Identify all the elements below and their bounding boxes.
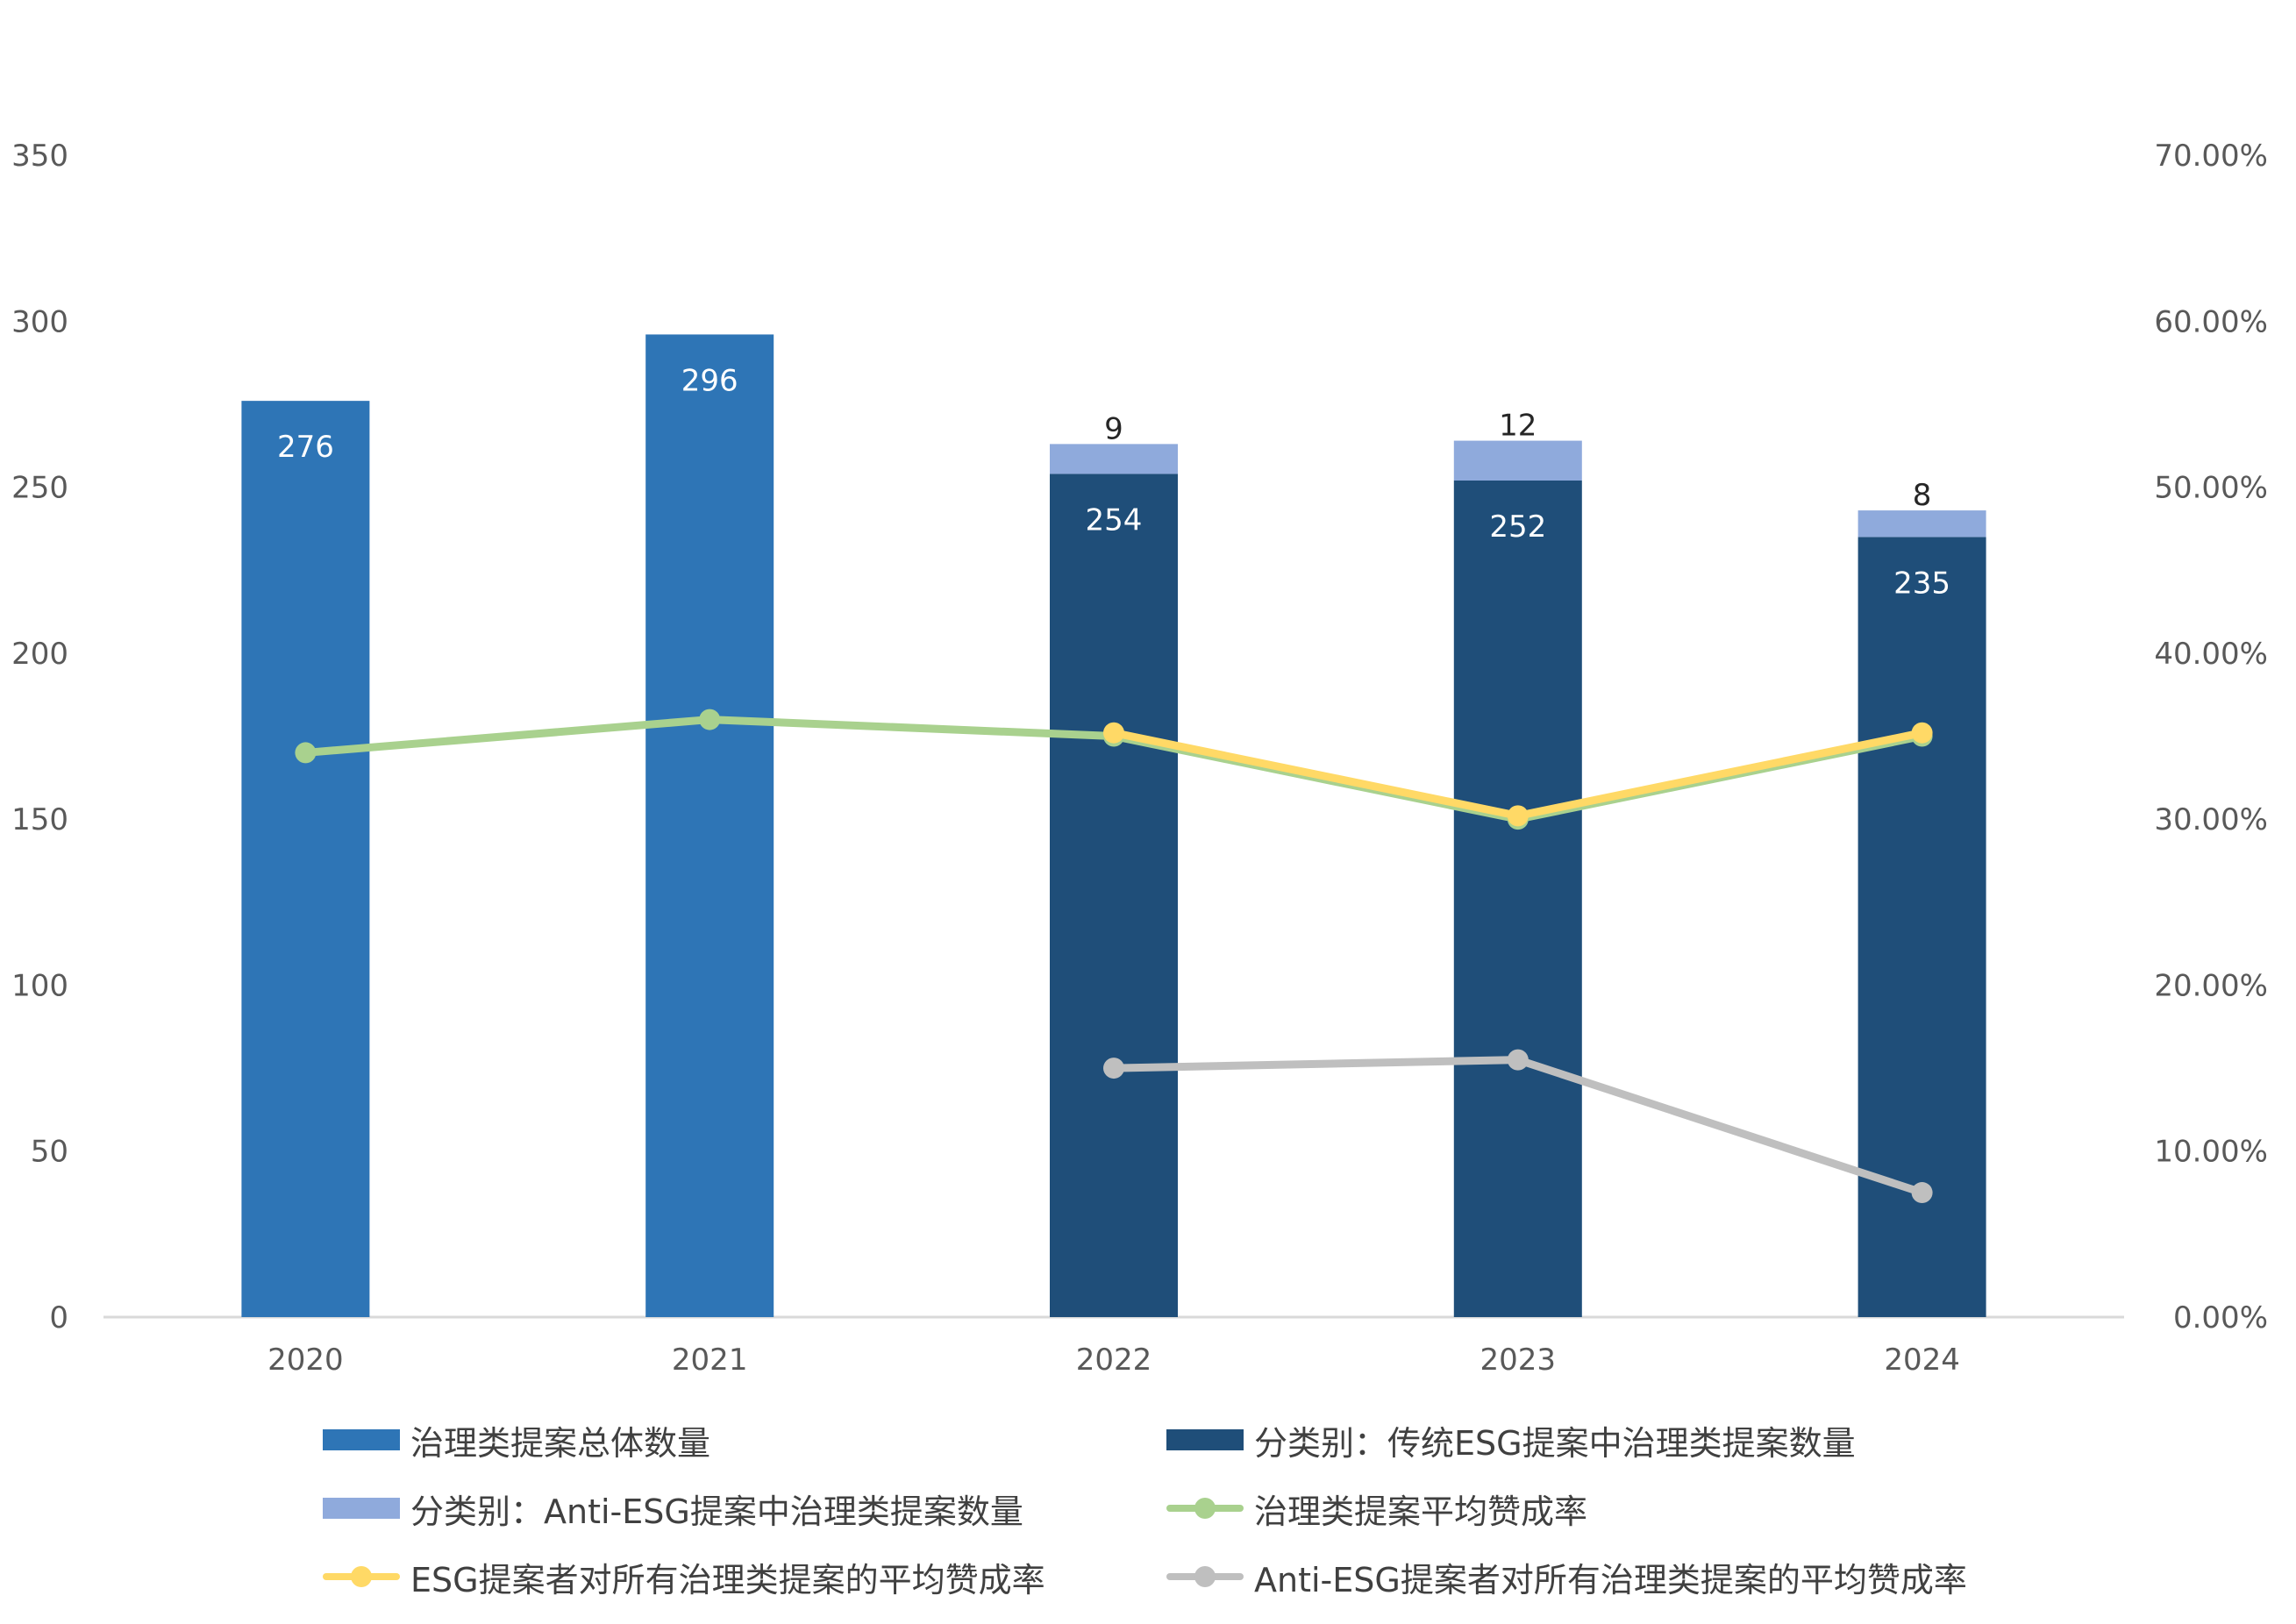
right-y-tick-label: 40.00%: [2154, 637, 2268, 672]
bar-data-label: 276: [277, 430, 334, 465]
x-tick-label: 2021: [672, 1343, 748, 1378]
bar-group: [241, 334, 1986, 1318]
line-point: [1911, 1182, 1933, 1204]
left-y-tick-label: 150: [11, 802, 68, 837]
left-y-axis: 0 50 100 150 200 250 300 350: [11, 139, 68, 1336]
line-point: [699, 709, 721, 730]
line-group: [295, 709, 1933, 1204]
bar-label-group: 276 296 254 9 252 12 235 8: [277, 363, 1950, 601]
bar-traditional-esg: [1453, 481, 1582, 1317]
right-y-tick-label: 10.00%: [2154, 1135, 2268, 1170]
bar-total-governance: [645, 334, 774, 1317]
line-point: [1103, 1058, 1124, 1079]
left-y-tick-label: 350: [11, 139, 68, 174]
bar-data-label: 9: [1104, 411, 1123, 446]
left-y-tick-label: 100: [11, 968, 68, 1003]
right-y-tick-label: 0.00%: [2173, 1300, 2268, 1336]
bar-data-label: 12: [1499, 409, 1537, 444]
line-point: [295, 742, 317, 764]
bar-traditional-esg: [1050, 474, 1178, 1317]
line-point: [1507, 1049, 1529, 1071]
line-point: [1103, 722, 1124, 744]
left-y-tick-label: 250: [11, 471, 68, 506]
bar-anti-esg: [1050, 444, 1178, 474]
x-tick-label: 2022: [1076, 1343, 1152, 1378]
right-y-tick-label: 70.00%: [2154, 139, 2268, 174]
x-tick-label: 2020: [267, 1343, 344, 1378]
left-y-tick-label: 200: [11, 637, 68, 672]
line-point: [1507, 805, 1529, 827]
x-tick-label: 2023: [1480, 1343, 1557, 1378]
bar-data-label: 296: [681, 363, 738, 398]
bar-data-label: 254: [1086, 502, 1143, 538]
x-tick-label: 2024: [1884, 1343, 1960, 1378]
left-y-tick-label: 300: [11, 304, 68, 339]
left-y-tick-label: 50: [31, 1135, 68, 1170]
right-y-tick-label: 20.00%: [2154, 968, 2268, 1003]
right-y-tick-label: 60.00%: [2154, 304, 2268, 339]
bar-anti-esg: [1857, 510, 1986, 538]
x-axis: 2020 2021 2022 2023 2024: [267, 1343, 1960, 1378]
left-y-tick-label: 0: [49, 1300, 68, 1336]
bar-data-label: 8: [1913, 478, 1932, 513]
right-y-axis: 0.00% 10.00% 20.00% 30.00% 40.00% 50.00% 60.00…: [2154, 139, 2268, 1336]
line-point: [1911, 722, 1933, 744]
bar-data-label: 235: [1893, 566, 1950, 601]
bar-total-governance: [241, 401, 370, 1318]
right-y-tick-label: 30.00%: [2154, 802, 2268, 837]
bar-data-label: 252: [1489, 509, 1546, 545]
right-y-tick-label: 50.00%: [2154, 471, 2268, 506]
bar-anti-esg: [1453, 440, 1582, 481]
